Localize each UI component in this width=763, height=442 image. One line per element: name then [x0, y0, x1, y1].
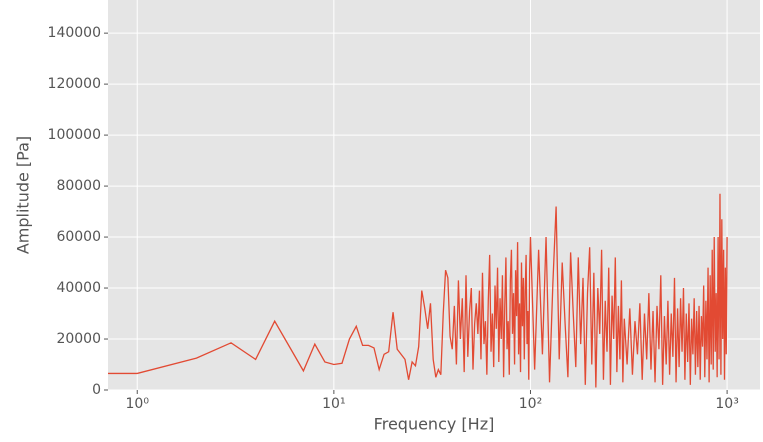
x-axis-label: Frequency [Hz]	[374, 415, 495, 434]
y-tick-label: 20000	[56, 331, 101, 347]
y-tick-label: 120000	[48, 76, 101, 92]
y-tick-label: 40000	[56, 280, 101, 296]
y-tick-label: 0	[92, 382, 101, 398]
y-tick-label: 100000	[48, 127, 101, 143]
x-tick-label: 10¹	[322, 396, 345, 412]
plot-area	[108, 0, 760, 390]
y-tick-label: 140000	[48, 25, 101, 41]
y-tick-label: 60000	[56, 229, 101, 245]
x-tick-label: 10²	[519, 396, 542, 412]
data-line	[108, 193, 728, 388]
y-tick-label: 80000	[56, 178, 101, 194]
x-tick-label: 10³	[715, 396, 738, 412]
y-axis-label: Amplitude [Pa]	[14, 136, 33, 254]
x-tick-label: 10⁰	[126, 396, 150, 412]
